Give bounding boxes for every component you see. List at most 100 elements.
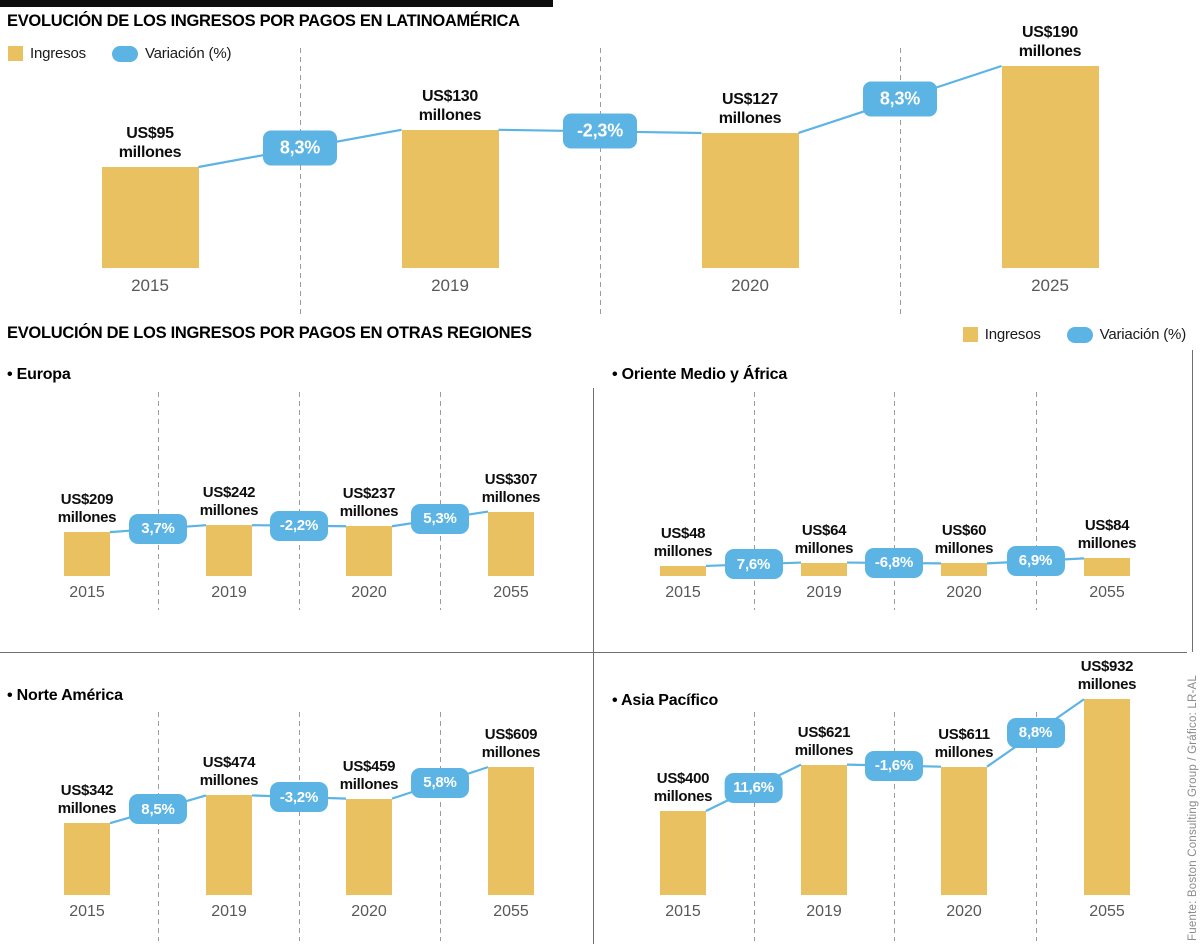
variation-badge-oriente-2: -6,8% [865,547,923,578]
year-label-oriente-2055: 2055 [1089,584,1125,601]
separator-dash [753,392,755,610]
bar-norte-2055 [488,767,534,895]
variacion-pill-icon [1066,326,1093,343]
separator-dash [894,392,895,610]
year-label-norte-2020: 2020 [351,903,387,920]
quadrant-horizontal-divider [0,652,1187,653]
variation-badge-europa-3: 5,3% [411,503,469,534]
variation-badge-europa-1: 3,7% [129,513,187,544]
legend-latam: Ingresos Variación (%) [8,45,231,62]
variation-badge-asia-2: -1,6% [865,750,923,781]
variation-badge-norte-1: 8,5% [129,794,187,825]
source-credit: Fuente: Boston Consulting Group / Gráfic… [1187,675,1199,941]
value-label-asia-2055: US$932 millones [1077,658,1137,694]
value-label-latam-2025: US$190 millones [1018,24,1082,60]
value-label-norte-2019: US$474 millones [199,754,259,790]
value-label-latam-2020: US$127 millones [718,90,782,127]
bar-europa-2015 [64,532,110,576]
year-label-europa-2015: 2015 [69,584,105,601]
year-label-oriente-2020: 2020 [946,584,982,601]
region-title-norte: • Norte América [7,687,123,704]
separator-dash [158,392,159,610]
variacion-pill-icon [111,45,138,62]
variation-badge-asia-1: 11,6% [724,772,783,803]
separator-dash [158,712,159,941]
value-label-europa-2055: US$307 millones [481,470,541,506]
bar-asia-2020 [941,766,987,895]
year-label-norte-2015: 2015 [69,903,105,920]
variation-badge-latam-1: 8,3% [263,130,337,166]
separator-dash [900,48,901,316]
year-label-asia-2015: 2015 [665,903,701,920]
legend-variacion-label: Variación (%) [1099,326,1187,343]
variation-badge-europa-2: -2,2% [270,510,328,541]
ingresos-swatch-icon [8,46,23,61]
year-label-asia-2020: 2020 [946,903,982,920]
bar-norte-2019 [206,795,252,895]
bar-latam-2025 [1001,66,1099,268]
value-label-oriente-2020: US$60 millones [934,522,994,558]
separator-dash [753,712,755,941]
separator-dash [299,712,300,941]
year-label-latam-2019: 2019 [431,276,469,295]
value-label-asia-2020: US$611 millones [934,725,994,761]
separator-dash [299,392,300,610]
value-label-oriente-2055: US$84 millones [1077,517,1137,553]
legend-otras-regiones: Ingresos Variación (%) [962,326,1187,343]
variation-badge-norte-2: -3,2% [270,782,328,813]
year-label-latam-2015: 2015 [131,276,169,295]
variation-badge-norte-3: 5,8% [411,767,469,798]
legend-variacion-label: Variación (%) [144,45,232,62]
bar-europa-2055 [488,511,534,576]
legend-ingresos-label: Ingresos [30,45,86,62]
bar-asia-2015 [660,811,706,895]
bar-latam-2019 [401,129,499,268]
separator-dash [894,712,895,941]
year-label-oriente-2015: 2015 [665,584,701,601]
separator-dash [600,48,601,316]
bar-europa-2019 [206,525,252,576]
year-label-latam-2025: 2025 [1031,276,1069,295]
value-label-norte-2055: US$609 millones [481,726,541,762]
value-label-oriente-2019: US$64 millones [794,521,854,557]
year-label-latam-2020: 2020 [731,276,769,295]
value-label-europa-2015: US$209 millones [57,491,117,527]
variation-badge-asia-3: 8,8% [1006,717,1065,748]
region-title-europa: • Europa [7,366,71,383]
value-label-norte-2020: US$459 millones [339,757,399,793]
bar-oriente-2019 [801,562,847,576]
separator-dash [1035,712,1037,941]
bar-asia-2019 [801,764,847,895]
value-label-asia-2015: US$400 millones [653,770,713,805]
region-title-asia: • Asia Pacífico [612,692,719,709]
ingresos-swatch-icon [962,327,978,342]
bar-latam-2015 [101,167,199,268]
value-label-latam-2015: US$95 millones [118,125,182,161]
otras-regiones-section-title: EVOLUCIÓN DE LOS INGRESOS POR PAGOS EN O… [7,324,532,342]
separator-dash [440,712,441,941]
bar-latam-2020 [701,132,799,268]
bar-oriente-2020 [941,563,987,576]
bar-norte-2015 [64,823,110,895]
variation-badge-oriente-1: 7,6% [724,549,783,580]
value-label-europa-2019: US$242 millones [199,484,259,520]
bar-oriente-2055 [1084,558,1130,576]
year-label-oriente-2019: 2019 [806,584,842,601]
region-title-oriente: • Oriente Medio y África [612,366,788,383]
value-label-oriente-2015: US$48 millones [653,524,713,560]
separator-dash [300,48,301,316]
title-underline-bar [0,0,553,7]
variation-badge-latam-2: -2,3% [563,113,637,149]
year-label-europa-2020: 2020 [351,584,387,601]
bar-asia-2055 [1084,699,1130,895]
year-label-europa-2055: 2055 [493,584,529,601]
right-border-line [1192,350,1193,652]
year-label-europa-2019: 2019 [211,584,247,601]
latam-section-title: EVOLUCIÓN DE LOS INGRESOS POR PAGOS EN L… [7,12,520,30]
bar-oriente-2015 [660,565,706,576]
value-label-asia-2019: US$621 millones [794,723,854,759]
value-label-latam-2019: US$130 millones [418,87,482,124]
year-label-norte-2055: 2055 [493,903,529,920]
legend-ingresos-label: Ingresos [984,326,1041,343]
